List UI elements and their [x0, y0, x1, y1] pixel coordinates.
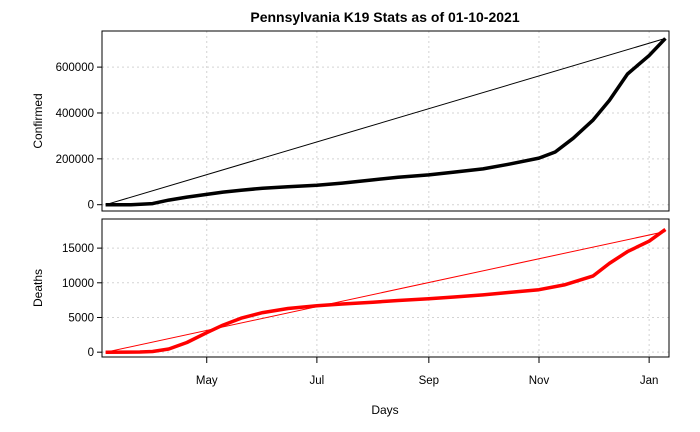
deaths-y-tick-label: 0 [88, 347, 94, 359]
deaths-y-tick-label: 15000 [62, 243, 94, 255]
x-tick-label: May [196, 375, 218, 387]
x-tick-label: Sep [419, 375, 439, 387]
confirmed-y-axis: 0 200000 400000 600000 [56, 62, 102, 212]
deaths-y-tick-label: 5000 [68, 312, 94, 324]
deaths-grid [102, 219, 669, 357]
x-tick-label: Nov [529, 375, 550, 387]
confirmed-series-line [105, 37, 667, 207]
deaths-panel: 0 5000 10000 15000 Deaths [31, 218, 670, 359]
deaths-y-tick-label: 10000 [62, 278, 94, 290]
confirmed-y-tick-label: 400000 [56, 108, 94, 120]
x-axis-label: Days [371, 403, 398, 417]
deaths-trend-line [105, 231, 666, 353]
x-axis: May Jul Sep Nov Jan [196, 357, 659, 387]
x-tick-label: Jul [310, 375, 325, 387]
confirmed-panel: 0 200000 400000 600000 Confirmed [31, 30, 670, 212]
deaths-y-axis: 0 5000 10000 15000 [62, 243, 102, 359]
confirmed-plot-frame [101, 30, 670, 212]
confirmed-y-tick-label: 200000 [56, 154, 94, 166]
confirmed-y-label: Confirmed [31, 93, 45, 148]
deaths-y-label: Deaths [31, 269, 45, 307]
deaths-series-line [105, 227, 667, 354]
confirmed-y-tick-label: 0 [88, 200, 94, 212]
x-tick-label: Jan [640, 375, 659, 387]
chart-title: Pennsylvania K19 Stats as of 01-10-2021 [250, 9, 519, 25]
deaths-plot-frame [101, 218, 670, 358]
confirmed-y-tick-label: 600000 [56, 62, 94, 74]
confirmed-trend-line [105, 37, 666, 206]
confirmed-grid [102, 31, 669, 211]
